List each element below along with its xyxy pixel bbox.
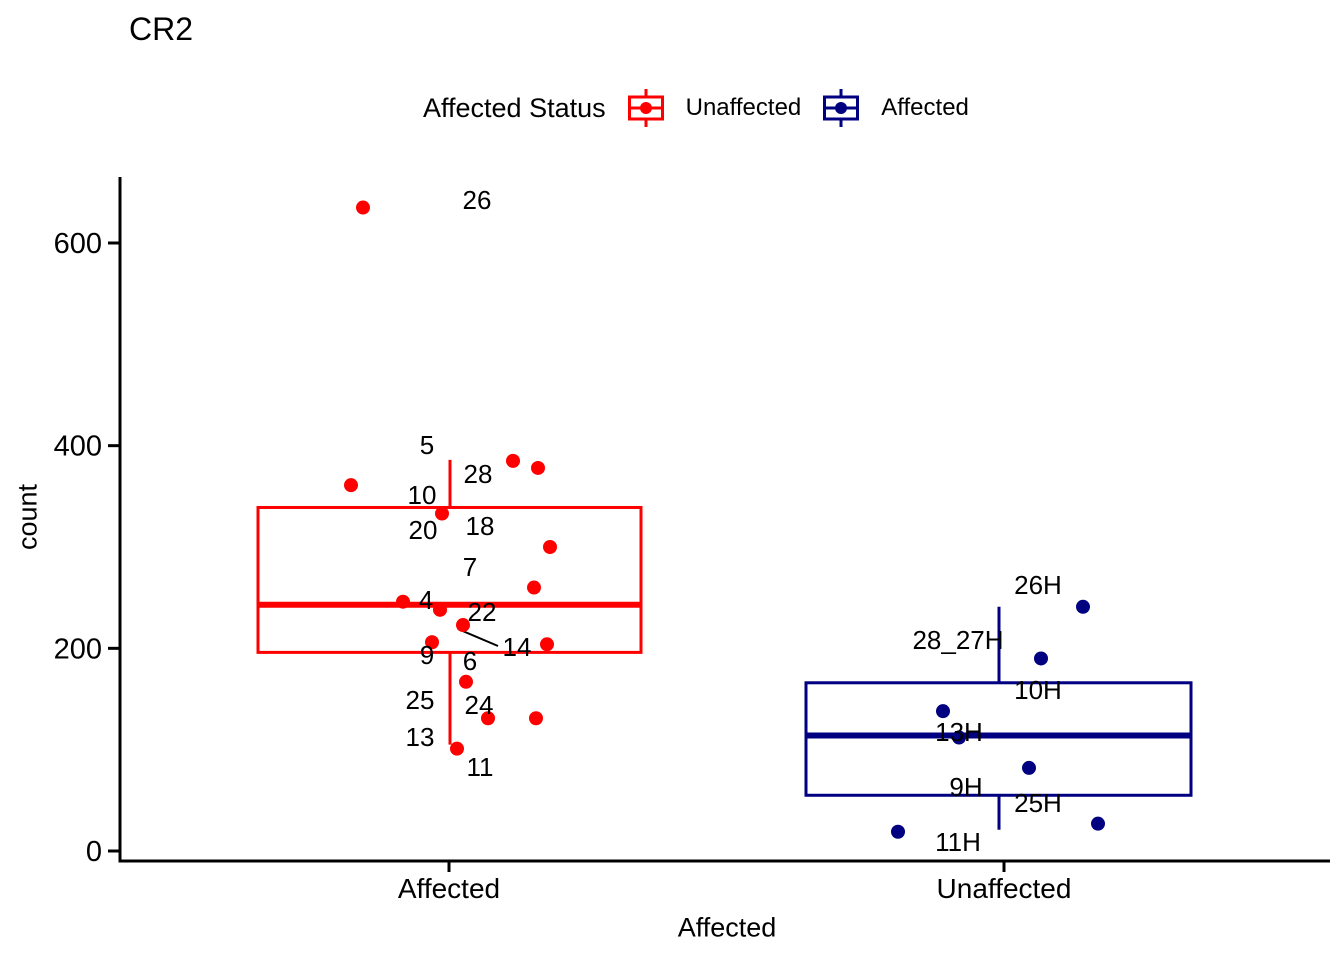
data-point-9	[425, 635, 439, 650]
point-label-11H: 11H	[935, 827, 981, 857]
boxplot-key-affected-icon	[823, 89, 860, 127]
data-point-24	[481, 711, 495, 726]
x-tick-label: Unaffected	[937, 873, 1072, 904]
data-point-4	[396, 594, 410, 609]
legend: Affected Status Unaffected Affected	[423, 86, 969, 130]
point-label-22: 22	[468, 597, 497, 627]
boxplot-key-unaffected-icon	[627, 89, 664, 127]
legend-entry-unaffected: Unaffected	[627, 89, 802, 127]
point-label-10: 10	[408, 480, 437, 510]
point-label-10H: 10H	[1014, 675, 1062, 705]
data-point-25	[459, 674, 473, 689]
data-point-5	[344, 478, 358, 493]
box-Affected	[256, 505, 643, 654]
data-point-14	[456, 618, 470, 633]
point-label-14: 14	[503, 632, 532, 662]
point-label-7: 7	[463, 552, 477, 582]
data-point-26	[356, 200, 370, 215]
point-label-11: 11	[467, 752, 494, 782]
data-point-10H	[1034, 651, 1048, 666]
data-point-11	[450, 741, 464, 756]
data-point-13	[529, 711, 543, 726]
point-label-13: 13	[406, 722, 435, 752]
y-tick-label: 600	[54, 228, 102, 260]
point-label-28: 28	[464, 459, 493, 489]
x-tick-label: Affected	[398, 873, 500, 904]
data-point-25H	[1091, 816, 1105, 831]
label-leader-line-14	[457, 628, 499, 647]
data-point-26H	[1076, 599, 1090, 614]
chart-title: CR2	[129, 11, 194, 47]
point-label-13H: 13H	[935, 717, 983, 747]
point-label-26H: 26H	[1014, 570, 1062, 600]
point-label-25H: 25H	[1014, 788, 1062, 818]
point-label-25: 25	[406, 685, 435, 715]
data-point-10	[435, 506, 449, 521]
point-label-24: 24	[465, 690, 494, 720]
data-point-11H	[891, 824, 905, 839]
point-label-6: 6	[463, 646, 477, 676]
data-point-9H	[1022, 760, 1036, 775]
legend-entry-affected: Affected	[823, 89, 969, 127]
data-point-7	[527, 580, 541, 595]
legend-label-affected: Affected	[881, 94, 969, 121]
data-point-13H	[952, 730, 966, 745]
point-label-5: 5	[420, 430, 434, 460]
point-label-9H: 9H	[949, 772, 982, 802]
y-tick-label: 400	[54, 431, 102, 463]
data-point-22	[433, 602, 447, 617]
y-tick-label: 200	[54, 633, 102, 665]
point-label-28_27H: 28_27H	[912, 625, 1003, 655]
legend-title: Affected Status	[423, 92, 606, 123]
x-axis-title: Affected	[677, 912, 777, 943]
legend-label-unaffected: Unaffected	[685, 94, 802, 121]
data-point-6	[540, 637, 554, 652]
point-label-18: 18	[466, 511, 495, 541]
data-point-20	[543, 540, 557, 554]
point-label-20: 20	[409, 515, 438, 545]
point-label-9: 9	[420, 640, 434, 670]
data-point-28_27H	[936, 704, 950, 719]
data-point-18	[531, 460, 545, 475]
point-label-26: 26	[463, 185, 492, 215]
box-Unaffected	[804, 681, 1193, 797]
data-point-28	[506, 453, 520, 468]
point-label-4: 4	[419, 585, 433, 615]
y-tick-label: 0	[86, 836, 102, 868]
